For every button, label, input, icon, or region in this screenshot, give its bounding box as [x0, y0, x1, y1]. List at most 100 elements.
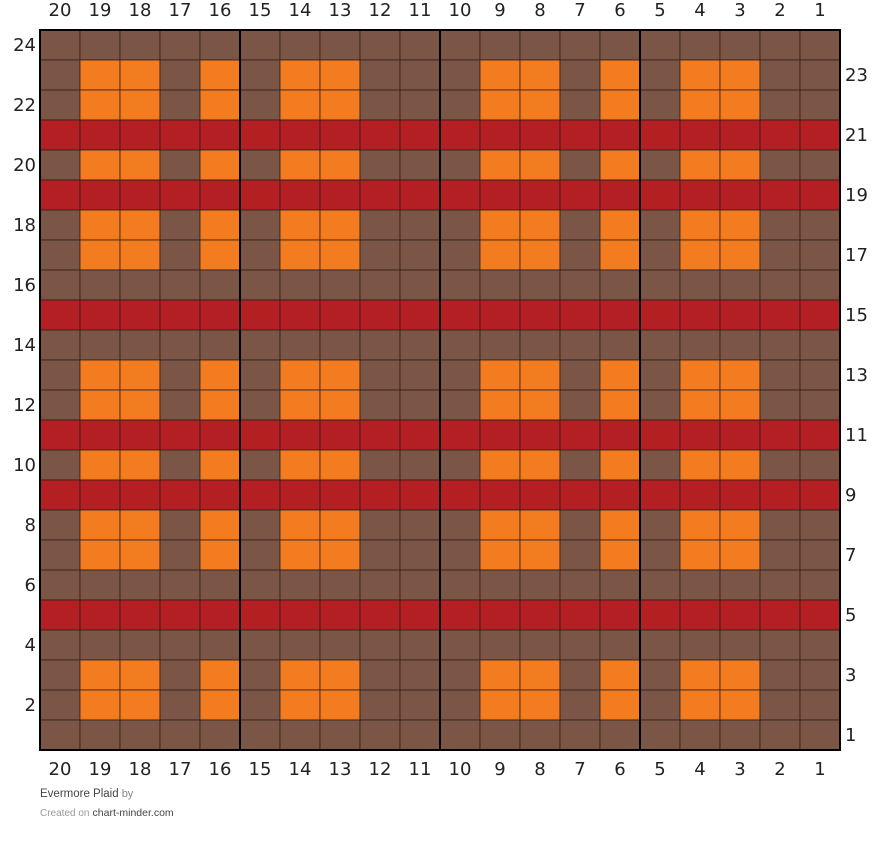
stitch-cell: [759, 59, 801, 91]
stitch-cell: [39, 299, 81, 331]
stitch-cell: [159, 119, 201, 151]
stitch-cell: [399, 329, 441, 361]
stitch-cell: [159, 389, 201, 421]
column-number-bottom: 20: [49, 759, 72, 780]
stitch-cell: [119, 719, 161, 751]
row-number-left: 20: [13, 155, 36, 176]
stitch-cell: [599, 449, 641, 481]
stitch-cell: [79, 389, 121, 421]
stitch-cell: [759, 359, 801, 391]
stitch-cell: [519, 209, 561, 241]
stitch-cell: [439, 539, 481, 571]
stitch-cell: [559, 179, 601, 211]
stitch-cell: [319, 269, 361, 301]
chart-frame: [39, 29, 841, 751]
stitch-cell: [719, 89, 761, 121]
stitch-cell: [799, 629, 841, 661]
stitch-cell: [679, 419, 721, 451]
stitch-cell: [119, 149, 161, 181]
stitch-cell: [639, 239, 681, 271]
column-number-bottom: 19: [89, 759, 112, 780]
stitch-cell: [679, 719, 721, 751]
stitch-cell: [759, 89, 801, 121]
stitch-cell: [719, 329, 761, 361]
stitch-cell: [439, 599, 481, 631]
stitch-cell: [399, 509, 441, 541]
stitch-cell: [159, 719, 201, 751]
stitch-cell: [399, 419, 441, 451]
stitch-cell: [599, 329, 641, 361]
stitch-cell: [679, 89, 721, 121]
stitch-cell: [159, 329, 201, 361]
stitch-cell: [79, 689, 121, 721]
stitch-cell: [799, 89, 841, 121]
stitch-cell: [399, 119, 441, 151]
created-on-label: Created on: [40, 808, 90, 819]
stitch-cell: [719, 299, 761, 331]
stitch-cell: [719, 449, 761, 481]
stitch-cell: [679, 59, 721, 91]
stitch-cell: [79, 449, 121, 481]
column-number-top: 17: [169, 0, 192, 21]
stitch-cell: [39, 89, 81, 121]
stitch-cell: [39, 29, 81, 61]
stitch-cell: [639, 389, 681, 421]
stitch-cell: [519, 299, 561, 331]
stitch-cell: [799, 299, 841, 331]
stitch-cell: [679, 329, 721, 361]
stitch-cell: [39, 569, 81, 601]
stitch-cell: [79, 119, 121, 151]
stitch-cell: [159, 539, 201, 571]
column-number-top: 3: [734, 0, 745, 21]
stitch-cell: [479, 539, 521, 571]
stitch-cell: [199, 359, 241, 391]
stitch-cell: [199, 329, 241, 361]
stitch-cell: [279, 299, 321, 331]
stitch-cell: [639, 179, 681, 211]
stitch-cell: [319, 449, 361, 481]
stitch-cell: [359, 179, 401, 211]
stitch-cell: [399, 449, 441, 481]
stitch-cell: [479, 509, 521, 541]
stitch-cell: [519, 29, 561, 61]
stitch-cell: [639, 359, 681, 391]
stitch-cell: [719, 509, 761, 541]
stitch-cell: [479, 209, 521, 241]
stitch-cell: [199, 239, 241, 271]
stitch-cell: [439, 479, 481, 511]
stitch-cell: [279, 29, 321, 61]
stitch-cell: [359, 329, 401, 361]
stitch-cell: [439, 29, 481, 61]
stitch-cell: [599, 89, 641, 121]
row-number-right: 1: [845, 725, 856, 746]
stitch-cell: [679, 239, 721, 271]
stitch-cell: [159, 299, 201, 331]
stitch-cell: [559, 359, 601, 391]
column-number-bottom: 2: [774, 759, 785, 780]
stitch-cell: [679, 29, 721, 61]
stitch-cell: [439, 569, 481, 601]
stitch-cell: [39, 659, 81, 691]
stitch-cell: [759, 479, 801, 511]
stitch-cell: [479, 299, 521, 331]
stitch-cell: [719, 119, 761, 151]
stitch-cell: [279, 659, 321, 691]
stitch-cell: [599, 389, 641, 421]
stitch-cell: [439, 329, 481, 361]
stitch-cell: [399, 629, 441, 661]
stitch-cell: [439, 89, 481, 121]
stitch-cell: [639, 509, 681, 541]
stitch-cell: [79, 719, 121, 751]
stitch-cell: [399, 59, 441, 91]
stitch-cell: [279, 59, 321, 91]
stitch-cell: [239, 599, 281, 631]
stitch-cell: [519, 419, 561, 451]
row-number-right: 21: [845, 125, 868, 146]
row-number-right: 15: [845, 305, 868, 326]
chart-minder-link[interactable]: chart-minder.com: [92, 807, 174, 819]
stitch-cell: [319, 659, 361, 691]
row-number-left: 18: [13, 215, 36, 236]
stitch-cell: [319, 359, 361, 391]
stitch-cell: [319, 149, 361, 181]
stitch-cell: [759, 209, 801, 241]
